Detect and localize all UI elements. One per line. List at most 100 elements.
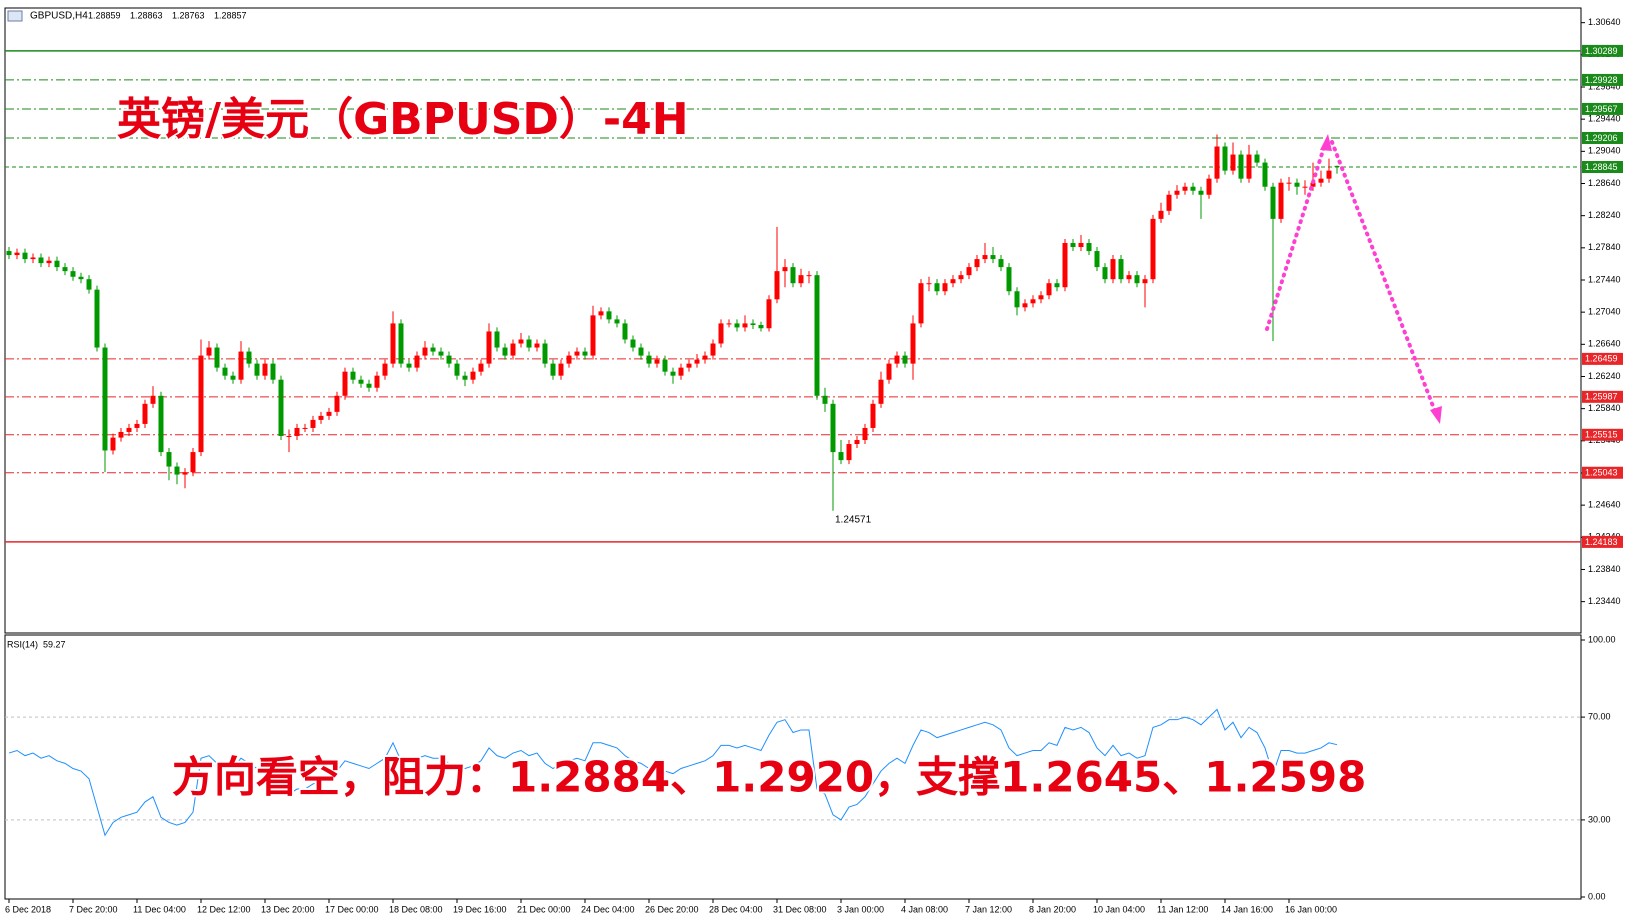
candle-body [662, 359, 668, 372]
candle-body [1086, 243, 1092, 252]
level-label-box [1582, 428, 1623, 441]
candle-body [214, 347, 220, 368]
candle-body [1270, 186, 1276, 219]
candle-body [62, 267, 68, 272]
candle-body [750, 323, 756, 326]
candle-body [1246, 154, 1252, 179]
candle-body [966, 267, 972, 276]
levels [5, 50, 1581, 543]
arrow-head [1430, 406, 1442, 424]
candle-body [182, 472, 188, 475]
candle-body [1262, 162, 1268, 187]
candle-body [254, 363, 260, 376]
candle-body [1134, 275, 1140, 284]
candle-body [262, 363, 268, 376]
candle-body [590, 315, 596, 356]
y-tick-label: 100.00 [1588, 634, 1616, 644]
candle-body [1078, 243, 1084, 248]
x-tick-label: 12 Dec 12:00 [197, 904, 251, 914]
x-tick-label: 21 Dec 00:00 [517, 904, 571, 914]
candle-body [550, 363, 556, 376]
candle-body [70, 271, 76, 277]
candle-body [670, 371, 676, 376]
candle-body [1102, 267, 1108, 280]
x-tick-label: 24 Dec 04:00 [581, 904, 635, 914]
candle-body [694, 359, 700, 364]
candle-body [286, 435, 292, 437]
arrow-line [1265, 142, 1327, 331]
candle-body [1182, 186, 1188, 191]
candle-body [118, 431, 124, 438]
candle-body [878, 379, 884, 404]
candle-body [406, 363, 412, 368]
candle-body [526, 339, 532, 348]
candle-body [486, 331, 492, 364]
candle-body [870, 403, 876, 428]
candle-body [646, 355, 652, 364]
candle-body [958, 275, 964, 280]
annotation: 方向看空，阻力：1.2884、1.2920，支撑1.2645、1.2598 [172, 753, 1366, 802]
candle-body [678, 367, 684, 376]
y-tick-label: 1.27040 [1588, 307, 1621, 317]
candle-body [510, 343, 516, 356]
candle-body [1038, 295, 1044, 300]
candle-body [1294, 182, 1300, 187]
y-tick-label: 1.29840 [1588, 81, 1621, 91]
level-label: 1.29567 [1585, 104, 1618, 114]
y-tick-label: 30.00 [1588, 814, 1611, 824]
candle-body [718, 323, 724, 344]
y-tick-label: 1.23440 [1588, 596, 1621, 606]
candle-body [534, 343, 540, 348]
candle-body [414, 355, 420, 368]
candle-body [614, 319, 620, 324]
level-label: 1.25987 [1585, 392, 1618, 402]
level-label: 1.29928 [1585, 75, 1618, 85]
candle-body [78, 276, 84, 280]
level-label-box [1582, 535, 1623, 548]
header-high: 1.28863 [130, 10, 163, 20]
candle-body [1222, 146, 1228, 171]
candle-body [1174, 190, 1180, 195]
candle-body [302, 427, 308, 429]
candle-body [278, 379, 284, 436]
candle-body [758, 325, 764, 329]
candle-body [1014, 291, 1020, 308]
candle-body [22, 252, 28, 260]
candle-body [518, 339, 524, 344]
y-tick-label: 1.23840 [1588, 564, 1621, 574]
candle-body [926, 283, 932, 285]
candle-body [1166, 194, 1172, 211]
x-tick-label: 26 Dec 20:00 [645, 904, 699, 914]
candle-body [558, 363, 564, 376]
candle-body [390, 323, 396, 364]
candle-body [542, 343, 548, 364]
candle-body [1118, 259, 1124, 280]
candle-body [1070, 243, 1076, 248]
arrow-head [1320, 134, 1332, 151]
rsi-pane-frame [4, 634, 1582, 900]
level-label: 1.25043 [1585, 468, 1618, 478]
candle-body [822, 395, 828, 404]
rsi-pane: RSI(14) 59.27 [5, 639, 1581, 837]
candle-body [910, 323, 916, 364]
candle-body [94, 289, 100, 348]
level-label-box [1582, 102, 1623, 115]
candle-body [1126, 275, 1132, 280]
candle-body [150, 395, 156, 404]
y-tick-label: 1.28640 [1588, 178, 1621, 188]
candle-body [462, 375, 468, 380]
y-tick-label: 1.25840 [1588, 403, 1621, 413]
candle-body [806, 275, 812, 277]
candle-body [726, 323, 732, 325]
x-tick-label: 14 Jan 16:00 [1221, 904, 1273, 914]
x-tick-label: 16 Jan 00:00 [1285, 904, 1337, 914]
candle-body [814, 275, 820, 396]
candle-body [110, 437, 116, 451]
candle-body [366, 383, 372, 388]
candle-body [190, 452, 196, 473]
x-tick-label: 10 Jan 04:00 [1093, 904, 1145, 914]
candle-body [702, 355, 708, 360]
candle-body [478, 363, 484, 372]
low-price-label: 1.24571 [835, 514, 872, 525]
